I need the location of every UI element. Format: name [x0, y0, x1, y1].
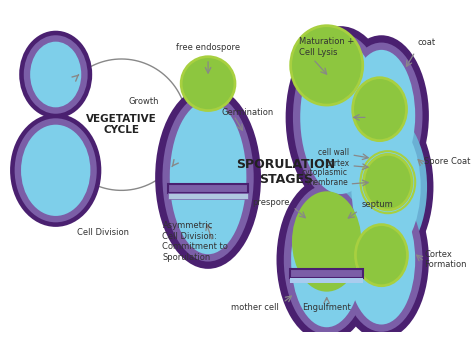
Text: cortex: cortex	[325, 159, 349, 168]
Text: VEGETATIVE
CYCLE: VEGETATIVE CYCLE	[86, 114, 157, 135]
Bar	[168, 184, 248, 193]
Ellipse shape	[347, 195, 415, 324]
Ellipse shape	[351, 119, 420, 254]
Ellipse shape	[286, 26, 395, 209]
Ellipse shape	[163, 94, 254, 262]
Ellipse shape	[351, 76, 408, 142]
Text: free endospore: free endospore	[176, 43, 240, 52]
Text: Engulfment: Engulfment	[302, 303, 351, 312]
Ellipse shape	[155, 86, 261, 269]
Ellipse shape	[365, 156, 410, 209]
Text: septum: septum	[361, 201, 393, 210]
Bar	[168, 193, 248, 198]
Circle shape	[182, 58, 234, 109]
Ellipse shape	[359, 127, 413, 247]
Text: Germination: Germination	[221, 108, 273, 117]
Ellipse shape	[334, 180, 429, 339]
Circle shape	[180, 55, 237, 112]
Ellipse shape	[24, 35, 88, 114]
Ellipse shape	[300, 41, 381, 194]
Ellipse shape	[291, 192, 362, 327]
Ellipse shape	[276, 178, 377, 342]
Ellipse shape	[30, 42, 81, 107]
Ellipse shape	[19, 31, 92, 118]
Text: Cell Division: Cell Division	[77, 228, 129, 237]
Ellipse shape	[10, 114, 101, 227]
Ellipse shape	[357, 226, 406, 284]
Ellipse shape	[334, 35, 429, 196]
Ellipse shape	[170, 101, 246, 254]
Ellipse shape	[354, 79, 405, 139]
Text: mother cell: mother cell	[231, 303, 279, 312]
Ellipse shape	[292, 191, 361, 292]
Bar	[290, 278, 363, 283]
Ellipse shape	[289, 24, 364, 107]
Ellipse shape	[15, 118, 97, 222]
Ellipse shape	[340, 188, 422, 332]
Ellipse shape	[354, 223, 409, 287]
Ellipse shape	[284, 185, 370, 335]
Text: coat: coat	[417, 38, 435, 47]
Ellipse shape	[347, 50, 415, 181]
Ellipse shape	[340, 43, 422, 188]
Text: Maturation +
Cell Lysis: Maturation + Cell Lysis	[299, 37, 355, 57]
Text: prespore: prespore	[253, 198, 290, 207]
Ellipse shape	[362, 153, 413, 211]
Ellipse shape	[21, 125, 91, 216]
Ellipse shape	[345, 112, 427, 262]
Text: cytoplasmic
membrane: cytoplasmic membrane	[301, 168, 347, 187]
Ellipse shape	[338, 104, 433, 269]
Text: Cortex
Formation: Cortex Formation	[424, 250, 467, 269]
Text: cell wall: cell wall	[319, 147, 349, 156]
Ellipse shape	[292, 27, 361, 104]
Text: SPORULATION
STAGES: SPORULATION STAGES	[236, 158, 335, 186]
Bar	[290, 269, 363, 278]
Text: Asymmetric
Cell Division:
Commitment to
Sporulation: Asymmetric Cell Division: Commitment to …	[163, 221, 228, 262]
Ellipse shape	[293, 33, 388, 201]
Text: Spore Coat: Spore Coat	[424, 157, 471, 166]
Text: Growth: Growth	[129, 98, 159, 107]
